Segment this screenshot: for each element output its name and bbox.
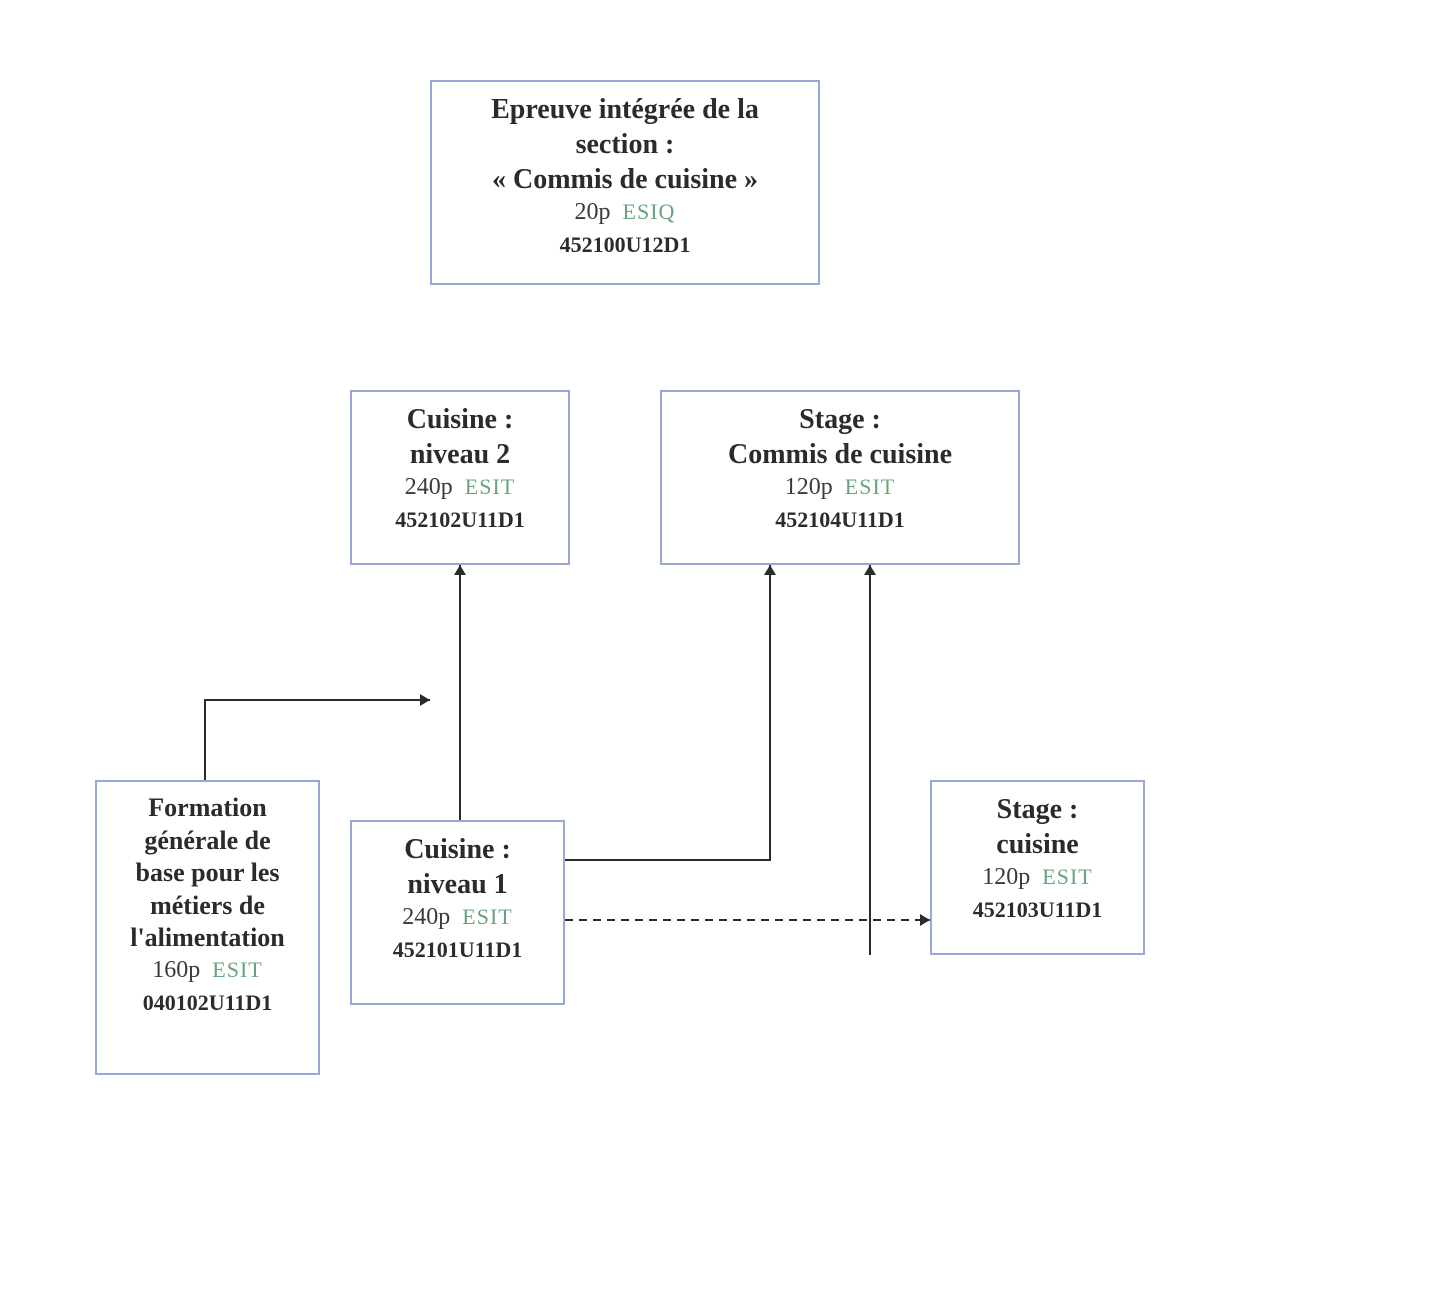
node-meta: 160p ESIT [105, 955, 310, 985]
node-title: Epreuve intégrée de la section : « Commi… [440, 92, 810, 197]
node-stage-cuisine: Stage : cuisine 120p ESIT 452103U11D1 [930, 780, 1145, 955]
node-meta: 20p ESIQ [440, 197, 810, 227]
node-epreuve-integree: Epreuve intégrée de la section : « Commi… [430, 80, 820, 285]
node-abbr: ESIT [1042, 864, 1092, 889]
node-title: Stage : Commis de cuisine [670, 402, 1010, 472]
node-code: 452104U11D1 [670, 506, 1010, 534]
node-points: 120p [982, 864, 1030, 890]
node-meta: 240p ESIT [360, 472, 560, 502]
node-meta: 240p ESIT [360, 902, 555, 932]
node-formation-generale: Formation générale de base pour les méti… [95, 780, 320, 1075]
node-meta: 120p ESIT [940, 862, 1135, 892]
node-code: 452100U12D1 [440, 231, 810, 259]
node-points: 160p [152, 957, 200, 983]
node-title: Cuisine : niveau 2 [360, 402, 560, 472]
node-abbr: ESIT [465, 474, 515, 499]
node-points: 240p [405, 474, 453, 500]
node-abbr: ESIT [845, 474, 895, 499]
node-title: Cuisine : niveau 1 [360, 832, 555, 902]
node-code: 452102U11D1 [360, 506, 560, 534]
node-title: Formation générale de base pour les méti… [105, 792, 310, 955]
node-code: 452101U11D1 [360, 936, 555, 964]
node-abbr: ESIT [212, 957, 262, 982]
diagram-canvas: Epreuve intégrée de la section : « Commi… [0, 0, 1430, 1295]
node-title: Stage : cuisine [940, 792, 1135, 862]
node-code: 452103U11D1 [940, 896, 1135, 924]
node-cuisine-niveau-2: Cuisine : niveau 2 240p ESIT 452102U11D1 [350, 390, 570, 565]
node-cuisine-niveau-1: Cuisine : niveau 1 240p ESIT 452101U11D1 [350, 820, 565, 1005]
node-abbr: ESIQ [623, 199, 676, 224]
node-abbr: ESIT [462, 904, 512, 929]
node-points: 120p [785, 474, 833, 500]
node-code: 040102U11D1 [105, 989, 310, 1017]
node-stage-commis: Stage : Commis de cuisine 120p ESIT 4521… [660, 390, 1020, 565]
node-points: 20p [575, 199, 611, 225]
node-meta: 120p ESIT [670, 472, 1010, 502]
node-points: 240p [402, 904, 450, 930]
